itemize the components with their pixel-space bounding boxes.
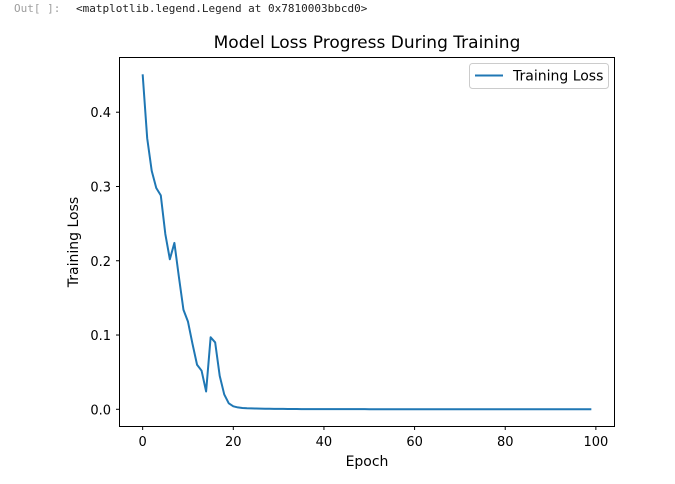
x-axis-label: Epoch (346, 454, 389, 470)
plot-area-frame (119, 57, 615, 427)
x-tick-label: 60 (406, 435, 423, 450)
y-axis-label: Training Loss (66, 197, 82, 288)
y-tick-label: 0.4 (90, 106, 111, 121)
output-text: <matplotlib.legend.Legend at 0x7810003bb… (76, 2, 368, 15)
y-tick-label: 0.3 (90, 180, 111, 195)
output-prompt: Out[ ]: (14, 2, 61, 15)
y-tick-label: 0.2 (90, 255, 111, 270)
legend: Training Loss (469, 63, 609, 89)
x-tick-label: 40 (316, 435, 333, 450)
legend-box (469, 63, 609, 89)
chart-title: Model Loss Progress During Training (214, 33, 521, 53)
x-tick-label: 80 (497, 435, 514, 450)
y-axis: 0.0 0.1 0.2 0.3 0.4 (90, 106, 120, 418)
x-tick-label: 100 (583, 435, 608, 450)
y-tick-label: 0.0 (90, 403, 111, 418)
x-axis: 0 20 40 60 80 100 (139, 426, 608, 450)
x-tick-label: 0 (139, 435, 147, 450)
legend-label-training-loss: Training Loss (512, 69, 603, 85)
x-tick-label: 20 (225, 435, 242, 450)
series-layer (141, 74, 592, 411)
cell-output-row: Out[ ]: <matplotlib.legend.Legend at 0x7… (0, 0, 675, 20)
y-tick-label: 0.1 (90, 329, 111, 344)
series-line-training-loss (141, 74, 592, 411)
